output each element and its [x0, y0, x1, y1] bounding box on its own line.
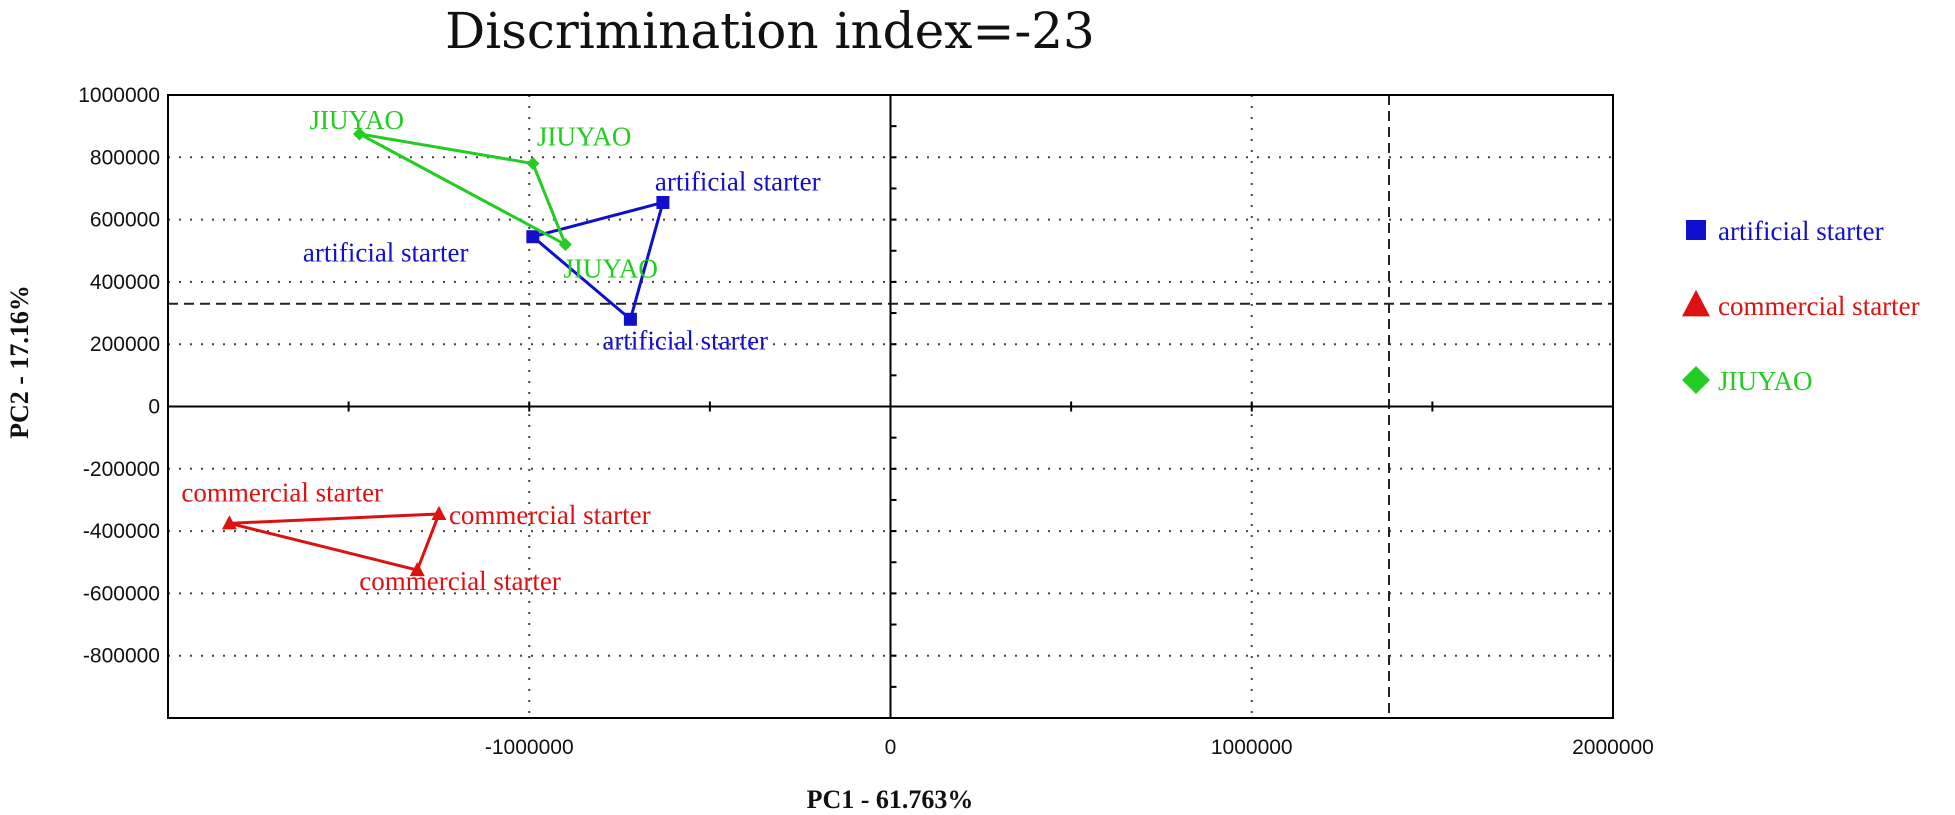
- chart-title: Discrimination index=-23: [445, 2, 1095, 60]
- axes: 10000008000006000004000002000000-200000-…: [78, 84, 1654, 759]
- point-label: artificial starter: [655, 166, 821, 196]
- y-tick-label: 200000: [90, 333, 160, 356]
- data-point: [431, 505, 447, 521]
- point-label: commercial starter: [181, 477, 383, 507]
- y-tick-label: 800000: [90, 146, 160, 169]
- y-tick-label: 0: [148, 396, 160, 419]
- data-point: [221, 515, 237, 530]
- x-axis-label: PC1 - 61.763%: [807, 785, 974, 814]
- data-point: [526, 230, 540, 244]
- series-artificial-starter: [526, 195, 670, 326]
- legend-item: artificial starter: [1686, 216, 1884, 246]
- data-point: [558, 238, 572, 252]
- x-tick-label: 0: [885, 736, 897, 759]
- y-tick-label: 600000: [90, 209, 160, 232]
- y-tick-label: -800000: [83, 645, 160, 668]
- point-label: commercial starter: [359, 566, 561, 596]
- point-labels: artificial starter artificial starter arti…: [181, 105, 820, 596]
- y-tick-label: 400000: [90, 271, 160, 294]
- legend-label: artificial starter: [1718, 216, 1884, 246]
- series-jiuyao: [352, 127, 572, 252]
- y-tick-label: -600000: [83, 582, 160, 605]
- x-tick-label: -1000000: [485, 736, 574, 759]
- x-tick-label: 1000000: [1211, 736, 1293, 759]
- series-outline: [229, 512, 442, 572]
- y-tick-label: -400000: [83, 520, 160, 543]
- point-label: JIUYAO: [309, 105, 404, 135]
- y-axis-label: PC2 - 17.16%: [5, 285, 34, 439]
- legend-marker: [1686, 220, 1706, 240]
- data-point: [352, 127, 366, 141]
- legend-marker: [1682, 289, 1710, 317]
- y-tick-label: 1000000: [78, 84, 160, 107]
- legend-item: JIUYAO: [1682, 366, 1813, 396]
- series-layer: [221, 127, 670, 577]
- data-point: [526, 157, 540, 171]
- y-tick-label: -200000: [83, 458, 160, 481]
- legend-label: commercial starter: [1718, 291, 1920, 321]
- plot-frame: [167, 94, 1614, 719]
- series-commercial-starter: [221, 505, 447, 577]
- data-point: [623, 312, 637, 326]
- data-point: [409, 561, 425, 577]
- x-tick-label: 2000000: [1572, 736, 1654, 759]
- point-label: artificial starter: [303, 238, 469, 268]
- legend-marker: [1682, 366, 1710, 394]
- legend-label: JIUYAO: [1718, 366, 1813, 396]
- series-outline: [358, 132, 569, 248]
- point-label: JIUYAO: [537, 122, 632, 152]
- legend-item: commercial starter: [1682, 289, 1920, 321]
- point-label: JIUYAO: [563, 254, 658, 284]
- data-point: [656, 195, 670, 209]
- legend: artificial starter commercial starter JIUY…: [1682, 216, 1920, 396]
- series-outline: [529, 200, 666, 322]
- point-label: artificial starter: [602, 325, 768, 355]
- point-label: commercial starter: [449, 500, 651, 530]
